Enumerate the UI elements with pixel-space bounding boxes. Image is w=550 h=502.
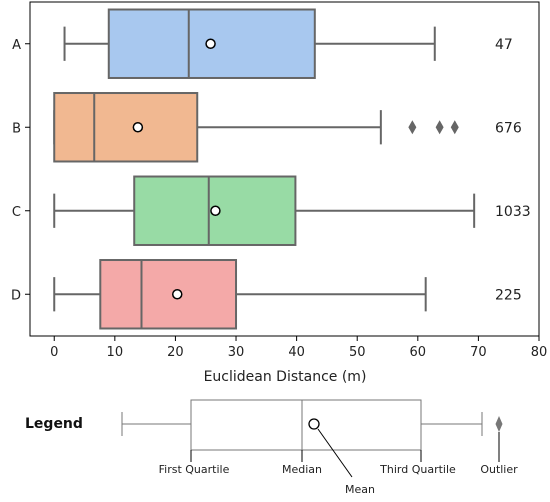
legend-mean-label: Mean	[345, 483, 375, 496]
y-tick-label-d: D	[11, 288, 21, 303]
box-c: 1033	[53, 175, 531, 246]
legend-title: Legend	[25, 416, 83, 432]
legend-outlier-marker	[495, 416, 503, 432]
iqr-box-b	[53, 92, 199, 163]
legend-median-label: Median	[282, 463, 322, 476]
legend-first-quartile-label: First Quartile	[159, 463, 230, 476]
mean-marker-a	[205, 38, 216, 49]
iqr-box-d	[99, 259, 238, 330]
outlier-marker-b-0	[408, 120, 417, 135]
x-axis: 0 10 20 30 40 50 60 70 80	[50, 336, 547, 360]
mean-marker-d	[171, 289, 183, 300]
box-d: 225	[53, 259, 522, 330]
y-tick-label-b: B	[12, 121, 21, 136]
x-tick-label-30: 30	[228, 345, 245, 360]
x-axis-label: Euclidean Distance (m)	[204, 369, 367, 385]
legend-mean-marker	[308, 418, 320, 430]
x-tick-label-60: 60	[410, 345, 427, 360]
x-tick-label-70: 70	[470, 345, 487, 360]
legend: Legend First Quartile Median Third Quart…	[25, 399, 518, 496]
x-tick-label-40: 40	[288, 345, 305, 360]
box-series: 47 676 1033 225	[53, 8, 531, 330]
legend-outlier-label: Outlier	[480, 463, 518, 476]
mean-marker-b	[132, 122, 144, 133]
count-label-c: 1033	[495, 204, 531, 220]
mean-marker-c	[210, 205, 221, 216]
box-b: 676	[53, 92, 522, 163]
y-axis: A B C D	[11, 38, 30, 303]
x-tick-label-20: 20	[167, 345, 184, 360]
count-label-b: 676	[495, 120, 522, 136]
x-tick-label-80: 80	[531, 345, 548, 360]
y-tick-label-a: A	[12, 38, 21, 53]
y-tick-label-c: C	[12, 205, 21, 220]
legend-mean-pointer	[317, 428, 353, 478]
legend-box	[190, 399, 422, 451]
legend-third-quartile-label: Third Quartile	[379, 463, 456, 476]
count-label-d: 225	[495, 287, 522, 303]
plot-frame	[29, 1, 540, 337]
outlier-marker-b-1	[435, 120, 444, 135]
outlier-marker-b-2	[450, 120, 459, 135]
x-tick-label-50: 50	[349, 345, 366, 360]
x-tick-label-10: 10	[107, 345, 124, 360]
count-label-a: 47	[495, 37, 513, 53]
x-tick-label-0: 0	[50, 345, 58, 360]
box-a: 47	[63, 8, 513, 79]
